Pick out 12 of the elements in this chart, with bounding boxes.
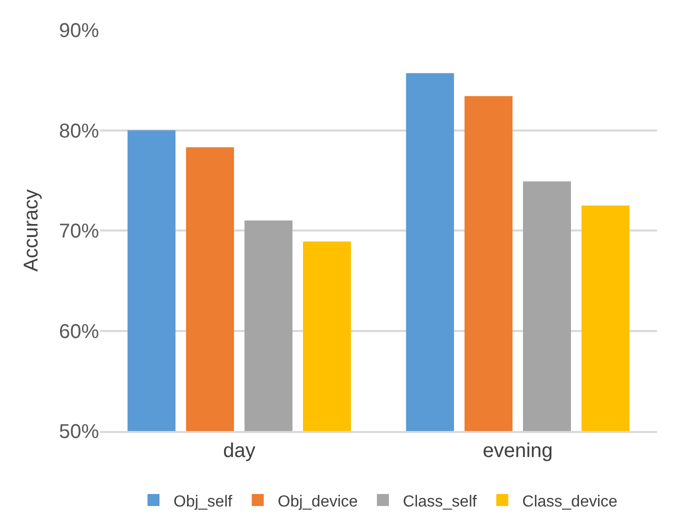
legend-label: Class_device: [522, 493, 618, 510]
y-axis-title: Accuracy: [20, 189, 42, 272]
x-tick-label: evening: [482, 440, 553, 462]
legend-label: Class_self: [402, 493, 478, 510]
y-tick-label: 90%: [58, 20, 100, 42]
y-tick-label: 70%: [58, 220, 100, 242]
legend-label: Obj_device: [278, 493, 358, 510]
legend-label: Obj_self: [174, 493, 233, 510]
y-tick-label: 60%: [58, 320, 100, 343]
y-tick-label: 80%: [58, 120, 100, 142]
x-tick-label: day: [223, 440, 256, 462]
y-tick-label: 50%: [58, 421, 100, 443]
